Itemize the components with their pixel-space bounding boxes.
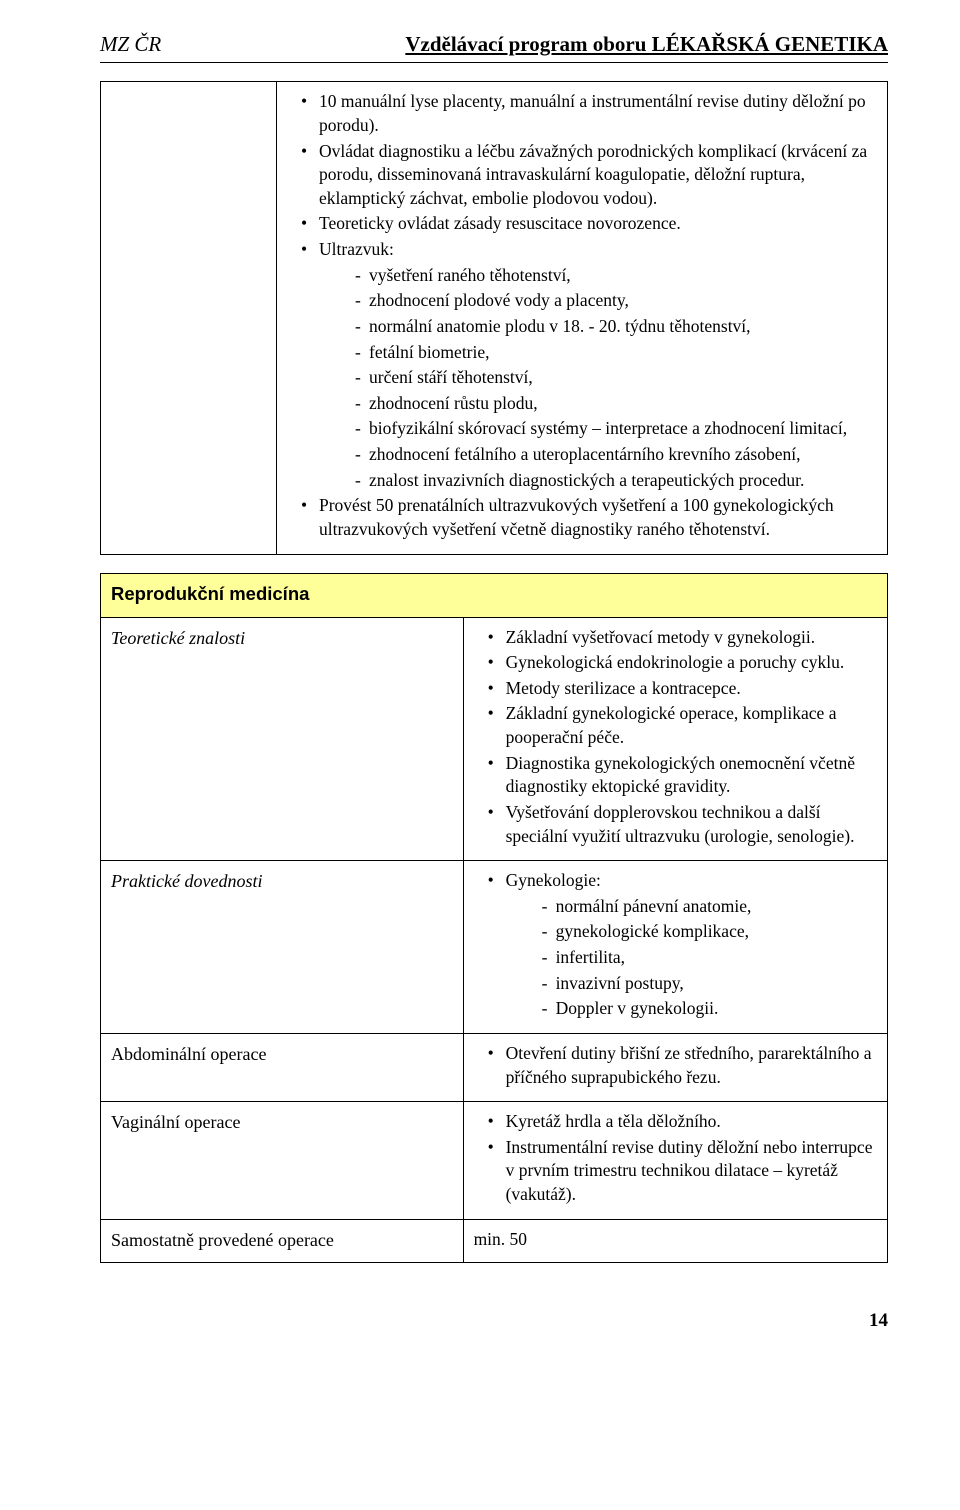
sub-list-item: Doppler v gynekologii. — [542, 997, 877, 1021]
header-right: Vzdělávací program oboru LÉKAŘSKÁ GENETI… — [405, 30, 888, 58]
section2-table: Reprodukční medicína Teoretické znalosti… — [100, 573, 888, 1263]
vaginal-content: Kyretáž hrdla a těla děložního.Instrumen… — [463, 1102, 887, 1220]
list-item-text: 10 manuální lyse placenty, manuální a in… — [319, 91, 866, 135]
page-number: 14 — [100, 1308, 888, 1334]
abdominal-content: Otevření dutiny břišní ze středního, par… — [463, 1033, 887, 1101]
sub-list-item: určení stáří těhotenství, — [355, 366, 877, 390]
list-item: Ultrazvuk:vyšetření raného těhotenství,z… — [301, 238, 877, 492]
block1-table: 10 manuální lyse placenty, manuální a in… — [100, 81, 888, 554]
header-divider — [100, 62, 888, 63]
vaginal-label: Vaginální operace — [101, 1102, 464, 1220]
list-item-text: Provést 50 prenatálních ultrazvukových v… — [319, 495, 834, 539]
sub-list-item: normální pánevní anatomie, — [542, 895, 877, 919]
block1-content-cell: 10 manuální lyse placenty, manuální a in… — [277, 82, 888, 554]
list-item: Základní gynekologické operace, komplika… — [488, 702, 877, 749]
block1-list: 10 manuální lyse placenty, manuální a in… — [287, 90, 877, 541]
practical-content: Gynekologie: normální pánevní anatomie,gy… — [463, 861, 887, 1034]
list-item-text: Ultrazvuk: — [319, 239, 394, 259]
sub-list-item: znalost invazivních diagnostických a ter… — [355, 469, 877, 493]
list-item: Otevření dutiny břišní ze středního, par… — [488, 1042, 877, 1089]
theoretical-label: Teoretické znalosti — [101, 617, 464, 861]
list-item: Kyretáž hrdla a těla děložního. — [488, 1110, 877, 1134]
sub-list-item: zhodnocení plodové vody a placenty, — [355, 289, 877, 313]
list-item: 10 manuální lyse placenty, manuální a in… — [301, 90, 877, 137]
page-header: MZ ČR Vzdělávací program oboru LÉKAŘSKÁ … — [100, 30, 888, 58]
sub-list-item: zhodnocení růstu plodu, — [355, 392, 877, 416]
sub-list-item: zhodnocení fetálního a uteroplacentárníh… — [355, 443, 877, 467]
list-item: Ovládat diagnostiku a léčbu závažných po… — [301, 140, 877, 211]
list-item: Vyšetřování dopplerovskou technikou a da… — [488, 801, 877, 848]
block1-left-cell — [101, 82, 277, 554]
sub-list: normální pánevní anatomie,gynekologické … — [506, 895, 877, 1021]
list-item: Instrumentální revise dutiny děložní neb… — [488, 1136, 877, 1207]
section2-header: Reprodukční medicína — [101, 573, 888, 617]
list-item-text: Ovládat diagnostiku a léčbu závažných po… — [319, 141, 867, 208]
sub-list-item: invazivní postupy, — [542, 972, 877, 996]
sub-list-item: vyšetření raného těhotenství, — [355, 264, 877, 288]
list-item-text: Teoreticky ovládat zásady resuscitace no… — [319, 213, 681, 233]
list-item: Metody sterilizace a kontracepce. — [488, 677, 877, 701]
list-item: Diagnostika gynekologických onemocnění v… — [488, 752, 877, 799]
header-left: MZ ČR — [100, 30, 161, 58]
abdominal-list: Otevření dutiny břišní ze středního, par… — [474, 1042, 877, 1089]
practical-label: Praktické dovednosti — [101, 861, 464, 1034]
practical-list: Gynekologie: normální pánevní anatomie,gy… — [474, 869, 877, 1021]
list-item: Provést 50 prenatálních ultrazvukových v… — [301, 494, 877, 541]
vaginal-list: Kyretáž hrdla a těla děložního.Instrumen… — [474, 1110, 877, 1207]
abdominal-label: Abdominální operace — [101, 1033, 464, 1101]
list-item: Teoreticky ovládat zásady resuscitace no… — [301, 212, 877, 236]
list-item-text: Gynekologie: — [506, 870, 601, 890]
sub-list-item: gynekologické komplikace, — [542, 920, 877, 944]
list-item: Gynekologická endokrinologie a poruchy c… — [488, 651, 877, 675]
sub-list: vyšetření raného těhotenství,zhodnocení … — [319, 264, 877, 493]
sub-list-item: infertilita, — [542, 946, 877, 970]
list-item: Základní vyšetřovací metody v gynekologi… — [488, 626, 877, 650]
theoretical-content: Základní vyšetřovací metody v gynekologi… — [463, 617, 887, 861]
sub-list-item: normální anatomie plodu v 18. - 20. týdn… — [355, 315, 877, 339]
list-item: Gynekologie: normální pánevní anatomie,gy… — [488, 869, 877, 1021]
sub-list-item: biofyzikální skórovací systémy – interpr… — [355, 417, 877, 441]
sub-list-item: fetální biometrie, — [355, 341, 877, 365]
theoretical-list: Základní vyšetřovací metody v gynekologi… — [474, 626, 877, 849]
summary-label: Samostatně provedené operace — [101, 1219, 464, 1262]
summary-value: min. 50 — [463, 1219, 887, 1262]
